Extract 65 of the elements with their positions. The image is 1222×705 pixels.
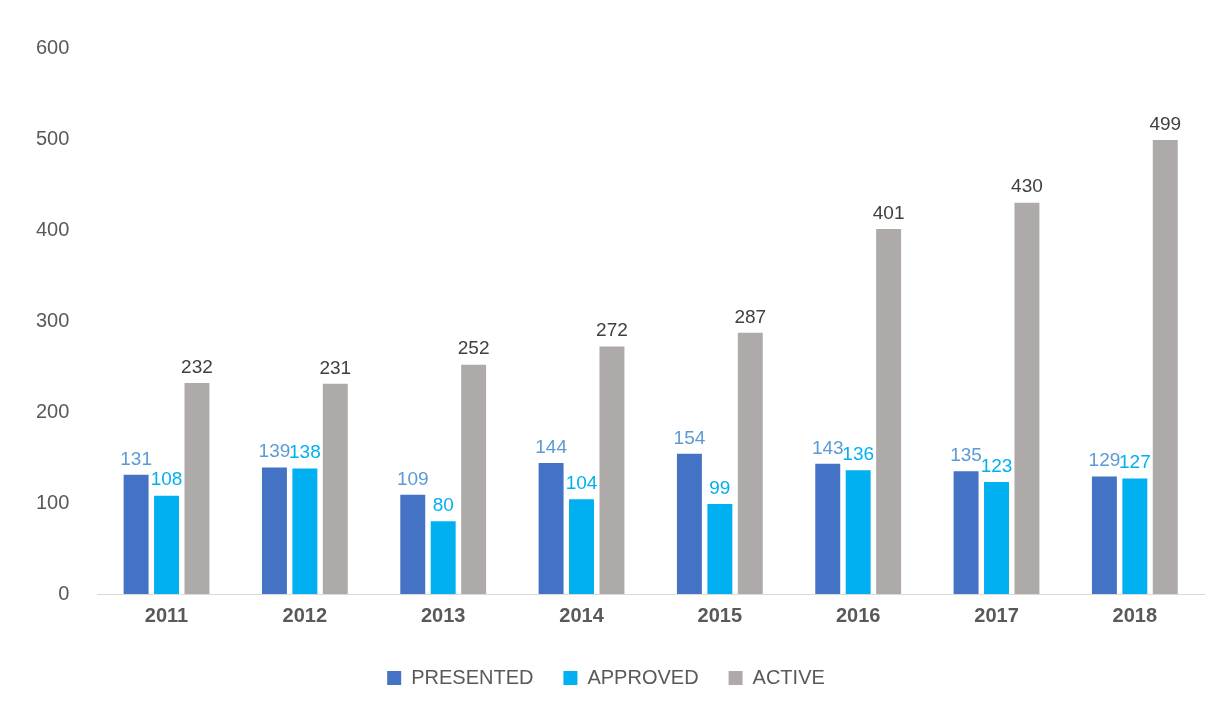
data-label: 287 (734, 305, 767, 327)
bar (1122, 478, 1148, 594)
x-tick-label: 2017 (974, 603, 1019, 626)
bar (707, 503, 733, 594)
data-label: 109 (396, 467, 429, 489)
bar (599, 346, 625, 594)
data-label: 99 (709, 476, 731, 498)
data-label: 139 (258, 440, 291, 462)
y-tick-label: 600 (35, 35, 70, 58)
bar (123, 474, 149, 594)
bar (1014, 202, 1040, 594)
bar (154, 495, 180, 594)
legend-label: PRESENTED (411, 665, 534, 688)
x-tick-label: 2013 (420, 603, 466, 626)
bar (322, 383, 348, 594)
x-tick-label: 2012 (282, 603, 328, 626)
y-tick-label: 100 (35, 490, 70, 513)
data-label: 252 (457, 337, 490, 359)
bar (261, 467, 287, 594)
data-label: 154 (673, 426, 706, 448)
bar (984, 482, 1009, 594)
data-label: 138 (289, 441, 321, 463)
bar (876, 229, 902, 594)
bar (953, 471, 979, 594)
data-label: 143 (811, 436, 844, 458)
bar (400, 494, 426, 594)
data-label: 144 (535, 435, 568, 457)
data-label: 129 (1088, 449, 1121, 471)
x-tick-label: 2011 (144, 603, 189, 626)
bar (845, 470, 871, 594)
legend-label: ACTIVE (752, 665, 825, 688)
data-label: 272 (596, 319, 628, 341)
legend-label: APPROVED (587, 665, 699, 688)
data-label: 231 (319, 356, 352, 378)
bar (461, 364, 487, 594)
bar (292, 468, 318, 594)
bar (737, 332, 763, 594)
x-tick-label: 2016 (835, 603, 881, 626)
data-label: 108 (150, 468, 183, 490)
data-label: 135 (950, 443, 982, 465)
x-tick-label: 2014 (559, 603, 605, 626)
data-label: 401 (872, 201, 905, 223)
y-tick-label: 0 (58, 581, 70, 604)
bar (184, 382, 210, 594)
data-label: 80 (432, 493, 454, 515)
x-tick-label: 2015 (697, 603, 743, 626)
y-tick-label: 300 (35, 308, 70, 331)
bar (430, 521, 456, 594)
bar (1091, 476, 1117, 594)
data-label: 123 (980, 454, 1013, 476)
bar (815, 463, 841, 594)
bar (1152, 139, 1178, 594)
y-tick-label: 200 (35, 399, 70, 422)
x-tick-label: 2018 (1112, 603, 1158, 626)
y-tick-label: 500 (35, 126, 70, 149)
y-tick-label: 400 (35, 217, 70, 240)
data-label: 232 (181, 355, 213, 377)
data-label: 131 (120, 447, 152, 469)
bar (569, 499, 594, 594)
data-label: 499 (1149, 112, 1182, 134)
data-label: 104 (565, 472, 598, 494)
bar (676, 453, 702, 594)
data-label: 430 (1011, 175, 1043, 197)
bar (538, 462, 564, 594)
data-label: 136 (842, 442, 875, 464)
